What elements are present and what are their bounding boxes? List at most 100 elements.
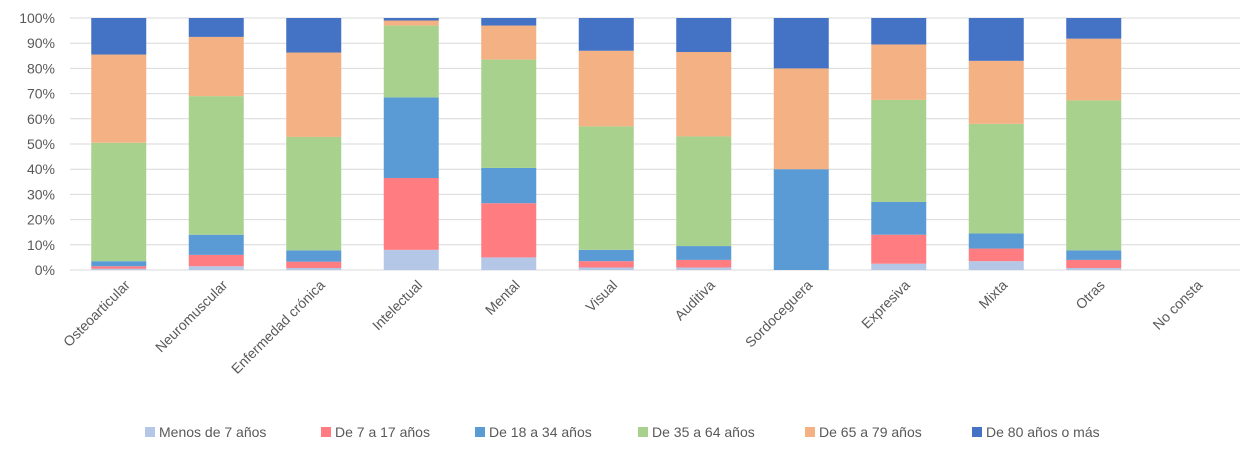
bar-segment [968, 123, 1024, 234]
gridlines [70, 17, 1240, 271]
bar-segment [286, 261, 342, 268]
bar-segment [968, 248, 1024, 262]
bar-segment [871, 18, 927, 45]
bar-segment [481, 203, 537, 258]
bar-segment [383, 18, 439, 21]
bar-segment [871, 234, 927, 264]
y-tick-label: 0% [35, 262, 55, 278]
legend-swatch [805, 427, 815, 437]
legend-label: De 80 años o más [986, 424, 1100, 440]
bar-segment [91, 142, 147, 262]
bar-segment [481, 25, 537, 60]
bar-segment [188, 254, 244, 267]
bar-segment [676, 136, 732, 247]
x-category-label: Sordoceguera [742, 277, 816, 351]
y-tick-label: 40% [27, 161, 55, 177]
bar-segment [481, 59, 537, 168]
bar-segment [1066, 267, 1122, 270]
legend-swatch [475, 427, 485, 437]
bar-segment [578, 126, 634, 250]
x-category-label: Osteoarticular [60, 277, 133, 350]
bar-segment [773, 18, 829, 69]
x-category-label: Mental [482, 277, 523, 318]
bar-segment [188, 234, 244, 255]
x-category-label: Mixta [975, 277, 1010, 312]
bar-segment [286, 250, 342, 262]
bars [91, 18, 1122, 270]
bar-segment [968, 261, 1024, 270]
bar-segment [676, 246, 732, 260]
bar-segment [676, 267, 732, 270]
y-tick-label: 90% [27, 35, 55, 51]
y-tick-label: 30% [27, 186, 55, 202]
y-tick-label: 70% [27, 86, 55, 102]
x-category-label: Enfermedad crónica [228, 277, 328, 377]
y-tick-label: 20% [27, 212, 55, 228]
bar-segment [188, 36, 244, 97]
bar-segment [968, 60, 1024, 124]
bar-segment [91, 261, 147, 267]
y-tick-label: 60% [27, 111, 55, 127]
bar-segment [188, 266, 244, 270]
bar-segment [383, 20, 439, 26]
y-axis-tick-labels: 0% 10% 20% 30% 40% 50% 60% 70% 80% 90% 100% [19, 10, 55, 278]
y-tick-label: 100% [19, 10, 55, 26]
bar-segment [578, 50, 634, 127]
bar-segment [383, 178, 439, 250]
x-category-label: Expresiva [858, 277, 913, 332]
bar-segment [1066, 100, 1122, 251]
x-category-label: Intelectual [369, 277, 425, 333]
bar-segment [578, 267, 634, 270]
bar-segment [188, 96, 244, 235]
bar-segment [383, 97, 439, 179]
legend-swatch [972, 427, 982, 437]
bar-segment [91, 18, 147, 55]
x-category-label: Visual [582, 277, 620, 315]
bar-segment [188, 18, 244, 37]
x-category-label: Otras [1072, 277, 1108, 313]
x-category-label: No consta [1149, 277, 1205, 333]
bar-segment [578, 18, 634, 51]
bar-segment [968, 233, 1024, 249]
bar-segment [481, 167, 537, 204]
bar-segment [1066, 250, 1122, 260]
legend-swatch [638, 427, 648, 437]
bar-segment [773, 68, 829, 170]
bar-segment [578, 261, 634, 268]
bar-segment [676, 259, 732, 268]
x-category-label: Auditiva [671, 277, 718, 324]
bar-segment [676, 18, 732, 53]
bar-segment [91, 266, 147, 269]
bar-segment [676, 52, 732, 137]
bar-segment [481, 18, 537, 26]
bar-segment [871, 99, 927, 202]
bar-segment [578, 249, 634, 262]
bar-segment [871, 201, 927, 235]
bar-segment [383, 249, 439, 270]
legend-label: De 65 a 79 años [819, 424, 922, 440]
bar-segment [91, 268, 147, 270]
legend-label: De 7 a 17 años [335, 424, 430, 440]
bar-segment [383, 25, 439, 98]
legend-label: De 18 a 34 años [489, 424, 592, 440]
bar-segment [871, 263, 927, 270]
y-tick-label: 50% [27, 136, 55, 152]
legend-swatch [145, 427, 155, 437]
bar-segment [286, 52, 342, 137]
legend-label: De 35 a 64 años [652, 424, 755, 440]
bar-segment [91, 54, 147, 143]
bar-segment [286, 267, 342, 270]
bar-segment [871, 44, 927, 100]
bar-segment [481, 257, 537, 270]
x-category-label: Neuromuscular [152, 277, 231, 356]
y-tick-label: 80% [27, 60, 55, 76]
legend-swatch [321, 427, 331, 437]
bar-segment [286, 18, 342, 53]
bar-segment [968, 18, 1024, 61]
y-tick-label: 10% [27, 237, 55, 253]
bar-segment [773, 169, 829, 270]
legend: Menos de 7 años De 7 a 17 años De 18 a 34 … [145, 424, 1100, 440]
bar-segment [1066, 38, 1122, 101]
